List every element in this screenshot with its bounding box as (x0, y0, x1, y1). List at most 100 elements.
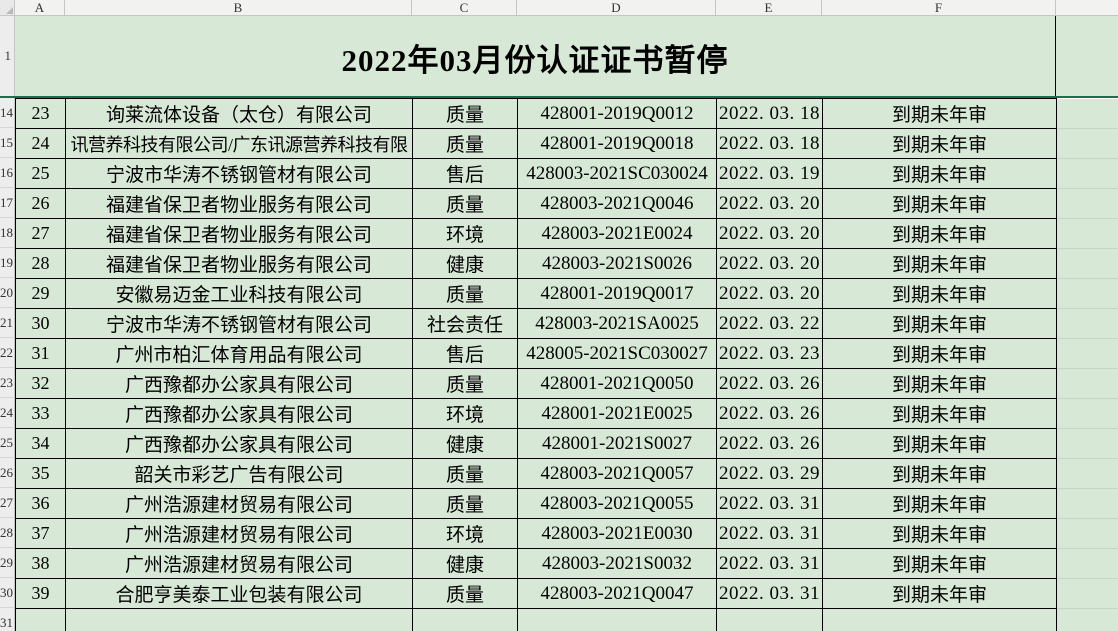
cell-company-name[interactable]: 广西豫都办公家具有限公司 (65, 368, 413, 399)
cell-empty[interactable] (1056, 98, 1118, 129)
cell-cert-type[interactable]: 质量 (412, 128, 518, 159)
cell-seq-number[interactable]: 26 (15, 188, 66, 219)
cell-seq-number[interactable]: 32 (15, 368, 66, 399)
cell-status[interactable]: 到期未年审 (822, 248, 1057, 279)
cell-cert-number[interactable]: 428003-2021S0032 (517, 548, 717, 579)
cell-company-name[interactable]: 询莱流体设备（太仓）有限公司 (65, 98, 413, 129)
cell-suspend-date[interactable]: 2022. 03. 31 (716, 578, 823, 609)
cell-suspend-date[interactable]: 2022. 03. 31 (716, 488, 823, 519)
cell-empty[interactable] (1056, 428, 1118, 459)
row-number[interactable]: 1 (0, 16, 14, 98)
select-all-corner[interactable] (0, 0, 15, 16)
cell-company-name[interactable]: 广州浩源建材贸易有限公司 (65, 518, 413, 549)
row-number[interactable]: 21 (0, 308, 14, 338)
cell-status[interactable]: 到期未年审 (822, 128, 1057, 159)
cell-empty[interactable] (1056, 608, 1118, 631)
cell-seq-number[interactable]: 31 (15, 338, 66, 369)
cell-company-name[interactable]: 福建省保卫者物业服务有限公司 (65, 248, 413, 279)
row-number[interactable]: 17 (0, 188, 14, 218)
row-number[interactable]: 31 (0, 608, 14, 631)
cell-seq-number[interactable]: 23 (15, 98, 66, 129)
cell-empty[interactable] (1056, 338, 1118, 369)
row-number[interactable]: 25 (0, 428, 14, 458)
row-number[interactable]: 22 (0, 338, 14, 368)
cell-status[interactable]: 到期未年审 (822, 98, 1057, 129)
cell-cert-number[interactable]: 428003-2021SA0025 (517, 308, 717, 339)
cell-cert-number[interactable]: 428003-2021E0024 (517, 218, 717, 249)
cell-suspend-date[interactable]: 2022. 03. 18 (716, 98, 823, 129)
cell-company-name[interactable]: 广州市柏汇体育用品有限公司 (65, 338, 413, 369)
row-number[interactable]: 24 (0, 398, 14, 428)
row-number[interactable]: 27 (0, 488, 14, 518)
cell-seq-number[interactable] (15, 608, 66, 631)
cell-cert-number[interactable]: 428003-2021Q0047 (517, 578, 717, 609)
cell-cert-type[interactable]: 环境 (412, 518, 518, 549)
cell-cert-number[interactable]: 428001-2019Q0018 (517, 128, 717, 159)
cell-suspend-date[interactable]: 2022. 03. 31 (716, 518, 823, 549)
cell-company-name[interactable]: 安徽易迈金工业科技有限公司 (65, 278, 413, 309)
cell-seq-number[interactable]: 27 (15, 218, 66, 249)
cell-status[interactable]: 到期未年审 (822, 278, 1057, 309)
cell-empty[interactable] (1056, 188, 1118, 219)
cell-empty[interactable] (1056, 518, 1118, 549)
cell-seq-number[interactable]: 34 (15, 428, 66, 459)
cell-cert-type[interactable]: 健康 (412, 428, 518, 459)
cell-status[interactable] (822, 608, 1057, 631)
cell-cert-type[interactable] (412, 608, 518, 631)
cell-status[interactable]: 到期未年审 (822, 218, 1057, 249)
cell-cert-number[interactable]: 428003-2021Q0057 (517, 458, 717, 489)
cell-empty[interactable] (1056, 308, 1118, 339)
cell-suspend-date[interactable] (716, 608, 823, 631)
cell-cert-type[interactable]: 售后 (412, 338, 518, 369)
cell-cert-type[interactable]: 健康 (412, 548, 518, 579)
cell-cert-type[interactable]: 质量 (412, 458, 518, 489)
cell-suspend-date[interactable]: 2022. 03. 31 (716, 548, 823, 579)
row-number[interactable]: 26 (0, 458, 14, 488)
cell-suspend-date[interactable]: 2022. 03. 19 (716, 158, 823, 189)
cell-status[interactable]: 到期未年审 (822, 458, 1057, 489)
cell-cert-number[interactable]: 428001-2021S0027 (517, 428, 717, 459)
cell-cert-type[interactable]: 质量 (412, 368, 518, 399)
cell-cert-type[interactable]: 环境 (412, 398, 518, 429)
cell-cert-type[interactable]: 质量 (412, 98, 518, 129)
cell-status[interactable]: 到期未年审 (822, 308, 1057, 339)
column-header-A[interactable]: A (15, 0, 65, 16)
column-header-F[interactable]: F (822, 0, 1056, 16)
cell-suspend-date[interactable]: 2022. 03. 26 (716, 428, 823, 459)
cell-suspend-date[interactable]: 2022. 03. 20 (716, 278, 823, 309)
cell-status[interactable]: 到期未年审 (822, 518, 1057, 549)
cell-company-name[interactable]: 福建省保卫者物业服务有限公司 (65, 218, 413, 249)
cell-empty[interactable] (1056, 248, 1118, 279)
row-number[interactable]: 30 (0, 578, 14, 608)
column-header-g[interactable] (1056, 0, 1118, 16)
cell-seq-number[interactable]: 35 (15, 458, 66, 489)
cell-company-name[interactable]: 合肥亨美泰工业包装有限公司 (65, 578, 413, 609)
row-number[interactable]: 20 (0, 278, 14, 308)
cell-cert-type[interactable]: 售后 (412, 158, 518, 189)
cell-suspend-date[interactable]: 2022. 03. 26 (716, 368, 823, 399)
row-number[interactable]: 19 (0, 248, 14, 278)
cell-empty[interactable] (1056, 548, 1118, 579)
cell-company-name[interactable] (65, 608, 413, 631)
cell-company-name[interactable]: 福建省保卫者物业服务有限公司 (65, 188, 413, 219)
cell-cert-type[interactable]: 质量 (412, 488, 518, 519)
cell-cert-type[interactable]: 质量 (412, 578, 518, 609)
cell-cert-number[interactable]: 428001-2021Q0050 (517, 368, 717, 399)
cell-status[interactable]: 到期未年审 (822, 578, 1057, 609)
cell-status[interactable]: 到期未年审 (822, 188, 1057, 219)
column-header-D[interactable]: D (517, 0, 716, 16)
cell-cert-number[interactable]: 428003-2021S0026 (517, 248, 717, 279)
cell-cert-type[interactable]: 社会责任 (412, 308, 518, 339)
cell-seq-number[interactable]: 28 (15, 248, 66, 279)
cell-status[interactable]: 到期未年审 (822, 398, 1057, 429)
cell-seq-number[interactable]: 30 (15, 308, 66, 339)
column-header-E[interactable]: E (716, 0, 822, 16)
title-filler-cell[interactable] (1056, 16, 1118, 98)
cell-cert-number[interactable]: 428001-2019Q0017 (517, 278, 717, 309)
cell-cert-number[interactable]: 428003-2021SC030024 (517, 158, 717, 189)
cell-empty[interactable] (1056, 368, 1118, 399)
cell-empty[interactable] (1056, 398, 1118, 429)
cell-empty[interactable] (1056, 158, 1118, 189)
cell-status[interactable]: 到期未年审 (822, 338, 1057, 369)
cell-cert-number[interactable]: 428001-2021E0025 (517, 398, 717, 429)
